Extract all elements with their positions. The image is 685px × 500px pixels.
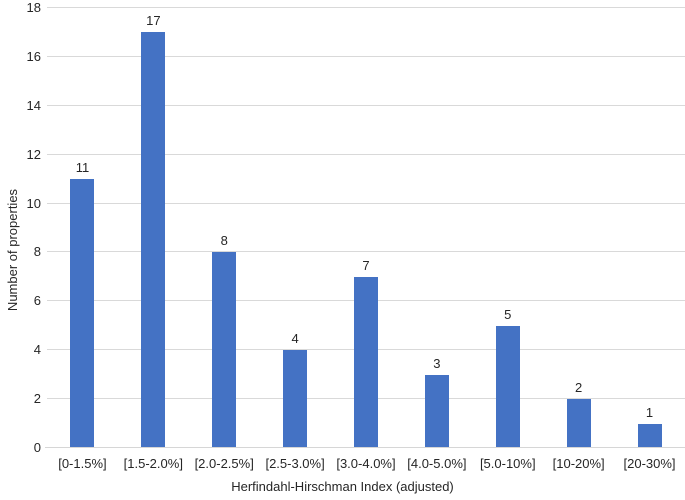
y-tick-label: 10 (26, 195, 41, 211)
y-tick-label: 16 (26, 48, 41, 64)
x-tick-label: [10-20%] (552, 456, 605, 471)
bar (70, 179, 95, 448)
bar-value-label: 3 (433, 355, 441, 371)
x-tick-label: [20-30%] (623, 456, 676, 471)
bar-value-label: 1 (645, 404, 654, 420)
bar (283, 350, 308, 448)
gridline (47, 7, 685, 8)
x-axis-title: Herfindahl-Hirschman Index (adjusted) (231, 479, 454, 494)
y-tick-label: 14 (26, 97, 41, 113)
x-tick-label: [0-1.5%] (58, 456, 107, 471)
bar-value-label: 8 (220, 233, 228, 249)
bar-value-label: 4 (291, 331, 299, 347)
bar (141, 32, 166, 448)
y-tick-label: 0 (33, 440, 41, 455)
x-tick-label: [3.0-4.0%] (336, 456, 396, 471)
y-tick-label: 2 (33, 391, 41, 407)
y-tick-label: 4 (33, 342, 41, 358)
x-axis-line (45, 447, 685, 448)
x-tick-label: [2.0-2.5%] (194, 456, 254, 471)
x-tick-label: [1.5-2.0%] (123, 456, 183, 471)
x-tick-label: [5.0-10%] (479, 456, 536, 471)
gridline (47, 104, 685, 106)
bar (495, 325, 520, 448)
bar (637, 423, 662, 448)
plot-area: 11 17 8 4 7 3 5 2 1 (47, 7, 685, 448)
gridline (47, 251, 685, 253)
bar-value-label: 11 (75, 160, 90, 176)
gridline (47, 153, 685, 155)
bar-value-label: 7 (362, 257, 370, 273)
gridline (47, 202, 685, 204)
y-tick-label: 8 (33, 244, 41, 260)
bar-value-label: 2 (575, 380, 583, 396)
y-tick-label: 12 (26, 146, 41, 162)
y-tick-label: 6 (33, 293, 41, 309)
y-tick-label: 18 (26, 0, 41, 15)
bar-value-label: 5 (504, 306, 512, 322)
bar (566, 399, 591, 448)
x-tick-label: [4.0-5.0%] (407, 456, 467, 471)
bar (212, 252, 237, 448)
x-tick-label: [2.5-3.0%] (265, 456, 325, 471)
gridline (47, 55, 685, 57)
bar-value-label: 17 (146, 13, 161, 29)
bar (354, 276, 378, 448)
bar (424, 374, 449, 448)
